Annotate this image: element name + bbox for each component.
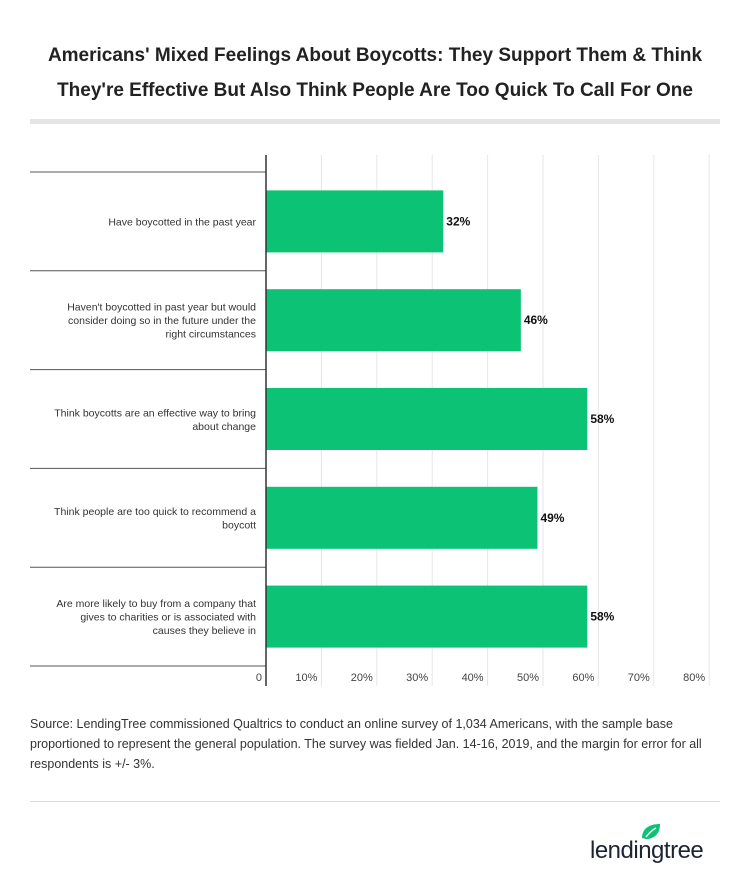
footer-divider xyxy=(30,801,720,802)
category-label: Are more likely to buy from a company th… xyxy=(56,598,256,637)
category-label: Think boycotts are an effective way to b… xyxy=(54,407,256,433)
category-label-line: right circumstances xyxy=(166,329,256,341)
bar-chart: 0 10% 20% 30% 40% 50% 60% 70% 80% 32% Have boycott… xyxy=(30,155,710,686)
x-tick-label: 60% xyxy=(572,672,594,684)
category-label-line: causes they believe in xyxy=(153,625,256,637)
category-label: Think people are too quick to recommend … xyxy=(54,506,256,532)
data-label: 32% xyxy=(446,214,470,228)
category-label-line: Think boycotts are an effective way to b… xyxy=(54,407,256,419)
x-tick-label: 30% xyxy=(406,672,428,684)
bar xyxy=(266,585,588,648)
category-label-line: Haven't boycotted in past year but would xyxy=(67,302,256,314)
x-tick-label: 80% xyxy=(683,672,705,684)
category-label-line: boycott xyxy=(222,520,256,532)
category-label-line: about change xyxy=(192,421,256,433)
lendingtree-logo: lendingtree xyxy=(590,824,704,864)
data-label: 58% xyxy=(590,610,614,624)
x-tick-label: 20% xyxy=(351,672,373,684)
title-divider xyxy=(30,119,720,124)
data-label: 49% xyxy=(540,511,564,525)
chart-title: Americans' Mixed Feelings About Boycotts… xyxy=(47,45,703,101)
bar xyxy=(266,486,538,549)
category-label-line: Are more likely to buy from a company th… xyxy=(56,598,256,610)
source-note: Source: LendingTree commissioned Qualtri… xyxy=(30,717,702,771)
svg-text:lendingtree: lendingtree xyxy=(590,837,703,864)
x-tick-label: 70% xyxy=(628,672,650,684)
x-tick-label: 0 xyxy=(256,672,262,684)
category-label-line: consider doing so in the future under th… xyxy=(68,315,256,327)
category-label-line: Think people are too quick to recommend … xyxy=(54,506,256,518)
x-tick-label: 10% xyxy=(295,672,317,684)
category-label-line: gives to charities or is associated with xyxy=(80,612,256,624)
category-label-line: Have boycotted in the past year xyxy=(108,216,256,228)
data-label: 58% xyxy=(590,412,614,426)
bar xyxy=(266,388,588,450)
category-label: Have boycotted in the past year xyxy=(108,216,256,228)
category-label: Haven't boycotted in past year but would… xyxy=(67,302,256,341)
x-tick-label: 40% xyxy=(462,672,484,684)
bar xyxy=(266,289,521,352)
data-label: 46% xyxy=(524,313,548,327)
bar xyxy=(266,190,444,253)
x-tick-label: 50% xyxy=(517,672,539,684)
